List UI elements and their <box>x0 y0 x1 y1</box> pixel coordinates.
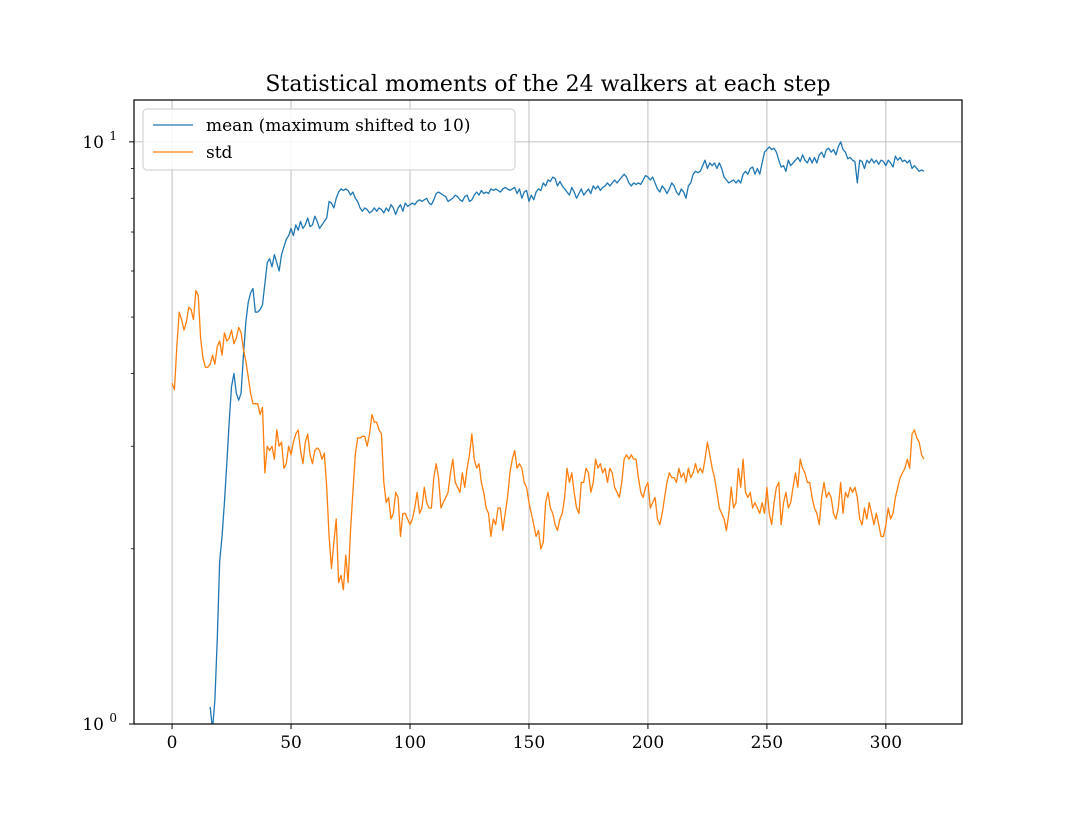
legend: mean (maximum shifted to 10) std <box>142 108 516 171</box>
legend-frame <box>142 108 516 171</box>
plot-frame <box>133 99 963 725</box>
series-layer <box>171 141 925 724</box>
series-line-std <box>171 290 925 591</box>
y-tick-label: 10 <box>82 133 104 153</box>
legend-label-mean: mean (maximum shifted to 10) <box>206 116 471 136</box>
y-tick-label: 10 <box>82 715 104 735</box>
series-line-mean <box>209 141 925 724</box>
y-tick-label-base: 10 <box>82 133 104 153</box>
x-tick-label: 300 <box>870 733 902 753</box>
x-tick-label: 50 <box>280 733 302 753</box>
x-tick-label: 200 <box>632 733 664 753</box>
x-tick-label: 100 <box>394 733 426 753</box>
x-tick-label: 0 <box>167 733 178 753</box>
y-tick-label-exponent: 0 <box>109 711 117 725</box>
x-tick-label: 250 <box>751 733 783 753</box>
chart-title: Statistical moments of the 24 walkers at… <box>265 72 830 97</box>
legend-label-std: std <box>206 143 233 163</box>
y-tick-label-exponent: 1 <box>109 129 117 143</box>
y-tick-label-base: 10 <box>82 715 104 735</box>
x-tick-label: 150 <box>513 733 545 753</box>
